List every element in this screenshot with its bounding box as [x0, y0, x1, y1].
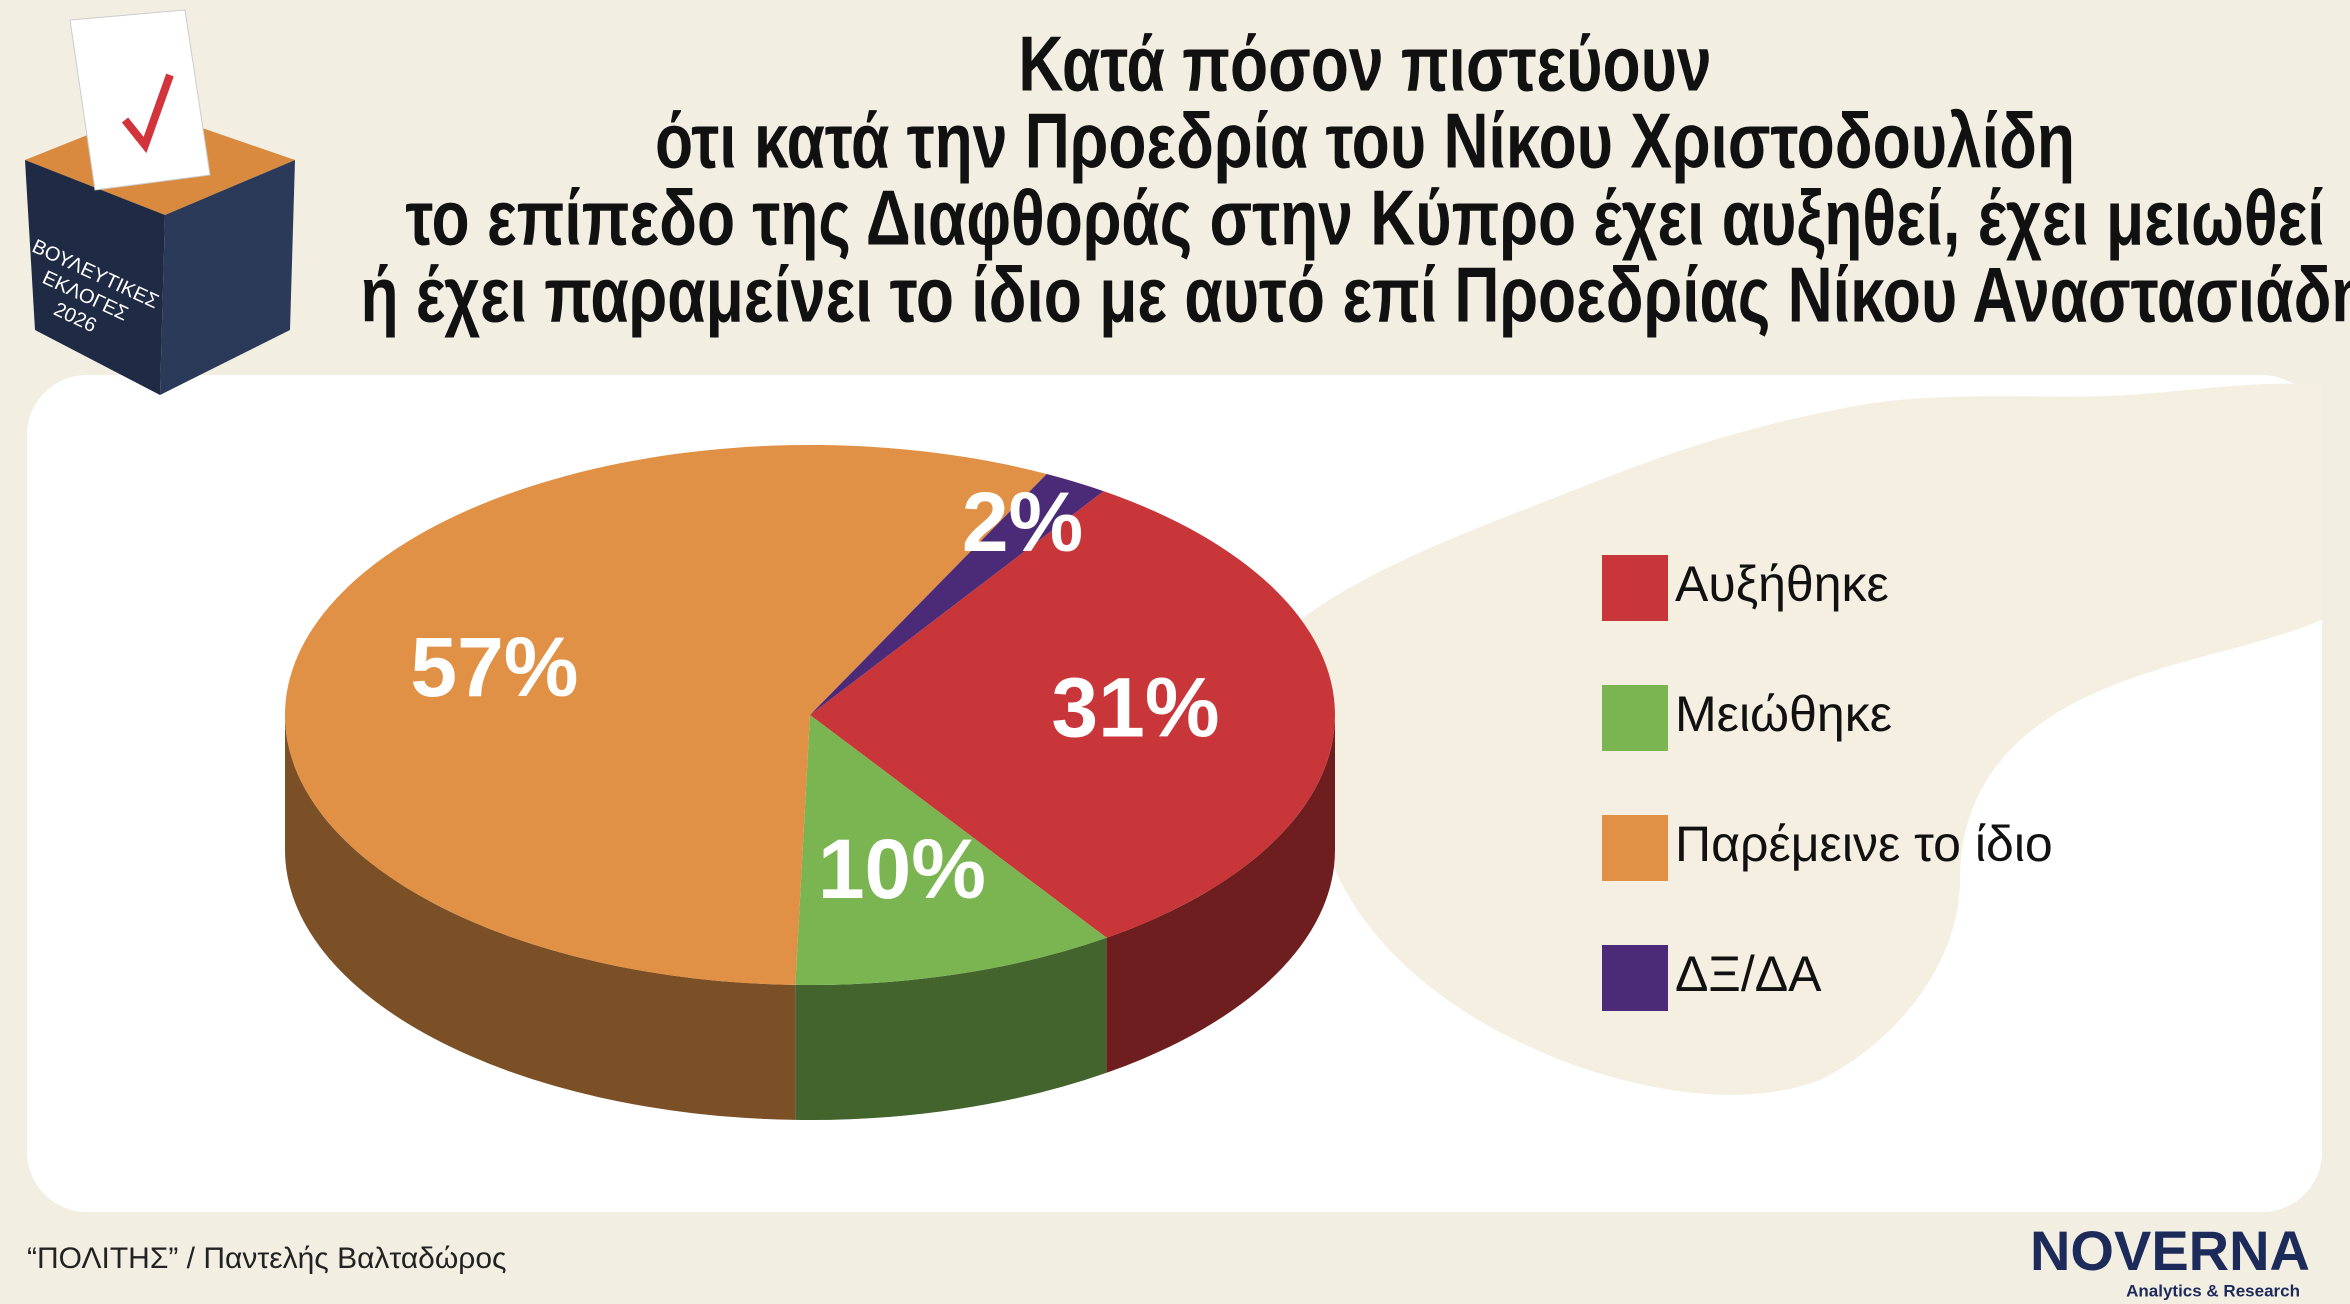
legend-label: Μειώθηκε [1675, 686, 1892, 742]
pie-slice [810, 491, 1335, 938]
title-line: ή έχει παραμείνει το ίδιο με αυτό επί Πρ… [360, 251, 2350, 338]
value-label: 10% [818, 822, 986, 916]
pie-side [285, 715, 796, 1120]
source: “ΠΟΛΙΤΗΣ” / Παντελής Βαλταδώρος [27, 1242, 507, 1275]
title-line: το επίπεδο της Διαφθοράς στην Κύπρο έχει… [405, 174, 2324, 261]
legend-swatch [1602, 555, 1668, 621]
legend-label: ΔΞ/ΔΑ [1675, 946, 1822, 1002]
pie-slice [795, 715, 1107, 985]
value-label: 2% [962, 475, 1083, 569]
legend-swatch [1602, 685, 1668, 751]
logo: NOVERNA [2030, 1219, 2310, 1282]
box-front [25, 160, 165, 395]
legend: Αυξήθηκε Μειώθηκε Παρέμεινε το ίδιο ΔΞ/ΔΑ [1602, 555, 2053, 1011]
check [121, 73, 174, 154]
title-line: Κατά πόσον πιστεύουν [1018, 20, 1711, 107]
legend-label: Παρέμεινε το ίδιο [1675, 816, 2053, 872]
pie: 31% 10% 57% 2% [285, 444, 1335, 1121]
legend-swatch [1602, 945, 1668, 1011]
box-side [160, 160, 295, 395]
map-silhouette [1283, 383, 2322, 1095]
pie-slice [285, 444, 1047, 985]
value-label: 31% [1051, 661, 1219, 755]
title-line: ότι κατά την Προεδρία του Νίκου Χριστοδο… [655, 97, 2075, 184]
logo-subtitle: Analytics & Research [2126, 1281, 2300, 1300]
pie-slice [810, 474, 1104, 715]
value-label: 57% [410, 620, 578, 714]
pie-side [795, 937, 1107, 1121]
pie-side [1106, 715, 1335, 1073]
ballot-paper [69, 9, 211, 191]
legend-label: Αυξήθηκε [1675, 556, 1889, 612]
legend-swatch [1602, 815, 1668, 881]
